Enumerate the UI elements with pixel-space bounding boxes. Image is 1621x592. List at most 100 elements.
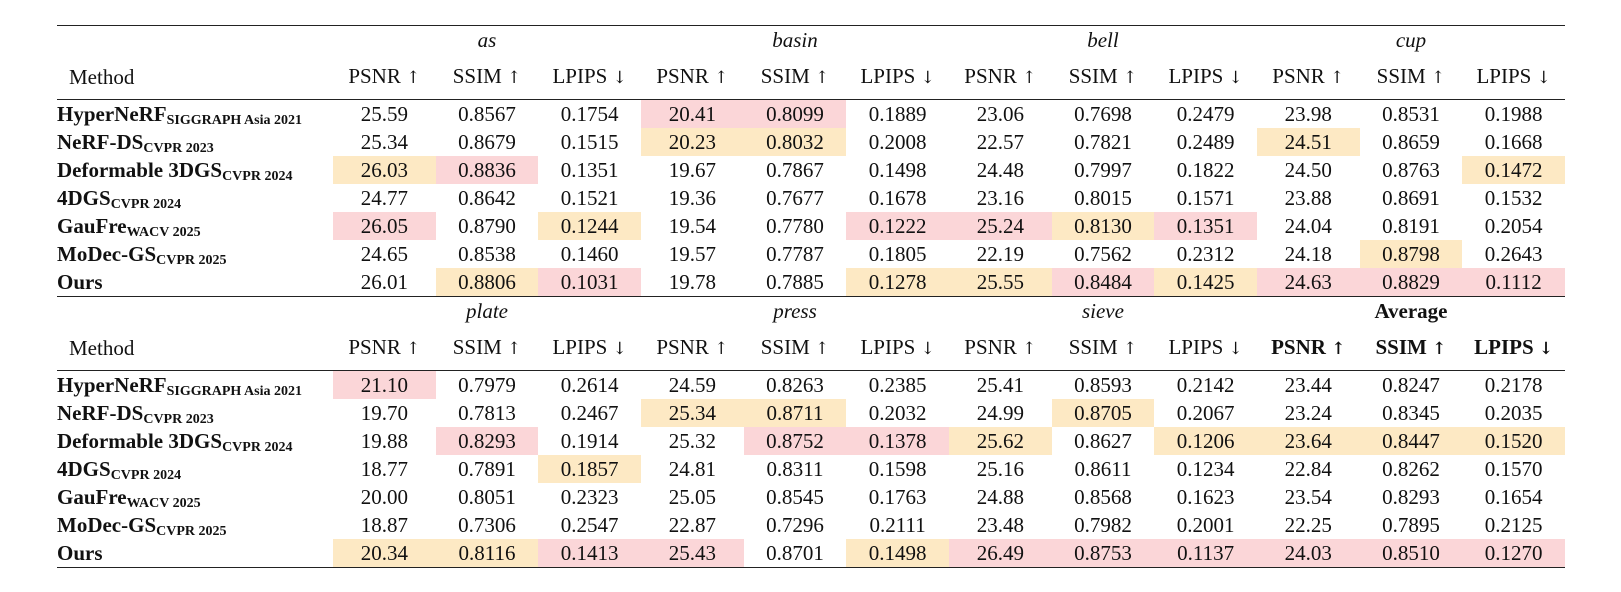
value-cell: 23.16: [976, 186, 1024, 210]
value-cell: 0.1822: [1176, 158, 1235, 182]
value-cell: 0.1754: [560, 102, 619, 126]
metric-header: PSNR ↑: [641, 326, 744, 371]
value-cell: 0.8531: [1382, 102, 1440, 126]
value-cell: 23.64: [1256, 427, 1360, 455]
value-cell: 0.1763: [868, 485, 927, 509]
value-cell: 19.36: [668, 186, 716, 210]
value-cell: 0.1425: [1154, 268, 1257, 297]
value-cell: 0.7698: [1074, 102, 1132, 126]
value-cell: 0.8191: [1382, 214, 1440, 238]
value-cell: 0.8263: [766, 373, 824, 397]
value-cell: 24.99: [976, 401, 1024, 425]
metric-name: SSIM: [1068, 64, 1118, 88]
method-name-cell: NeRF-DSCVPR 2023: [57, 399, 333, 427]
arrow-up-icon: ↑: [1022, 68, 1037, 88]
scene-header: Average: [1374, 299, 1448, 323]
value-cell: 24.81: [668, 457, 716, 481]
value-cell: 0.7296: [766, 513, 824, 537]
metric-name: PSNR: [964, 335, 1017, 359]
table-row: 4DGSCVPR 2024 18.77 0.7891 0.1857 24.81 0.831…: [57, 455, 1565, 483]
metric-header: PSNR ↑: [333, 326, 436, 371]
arrow-up-icon: ↑: [1331, 339, 1346, 359]
method-name-cell: Deformable 3DGSCVPR 2024: [57, 427, 333, 455]
value-cell: 0.8701: [743, 539, 847, 568]
value-cell: 0.1532: [1484, 186, 1543, 210]
value-cell: 0.8659: [1382, 130, 1440, 154]
value-cell: 0.8311: [766, 457, 824, 481]
table-row: Ours 26.01 0.8806 0.1031 19.78 0.7885 0.1278 25…: [57, 268, 1565, 297]
value-cell: 0.1378: [846, 427, 949, 455]
value-cell: 24.63: [1256, 268, 1360, 297]
table-row: NeRF-DSCVPR 2023 19.70 0.7813 0.2467 25.34 0.…: [57, 399, 1565, 427]
value-cell: 25.43: [641, 539, 744, 568]
value-cell: 0.1351: [1154, 212, 1257, 240]
value-cell: 0.8510: [1359, 539, 1463, 568]
value-cell: 0.2547: [560, 513, 619, 537]
value-cell: 20.23: [641, 128, 744, 156]
value-cell: 24.03: [1256, 539, 1360, 568]
scene-header: sieve: [1081, 299, 1124, 323]
metric-header: LPIPS ↓: [1154, 326, 1257, 371]
arrow-down-icon: ↓: [1536, 68, 1551, 88]
value-cell: 0.1623: [1176, 485, 1235, 509]
metric-header: SSIM ↑: [743, 55, 847, 100]
method-name-cell: GauFreWACV 2025: [57, 212, 333, 240]
value-cell: 18.77: [360, 457, 408, 481]
method-name-cell: HyperNeRFSIGGRAPH Asia 2021: [57, 371, 333, 400]
value-cell: 0.8293: [1382, 485, 1440, 509]
value-cell: 25.05: [668, 485, 716, 509]
value-cell: 0.2032: [868, 401, 927, 425]
value-cell: 22.57: [976, 130, 1024, 154]
scene-header-row: plate press sieve Average: [57, 297, 1565, 327]
value-cell: 0.7997: [1074, 158, 1132, 182]
table-row: GauFreWACV 2025 26.05 0.8790 0.1244 19.54 0.7…: [57, 212, 1565, 240]
scene-header: press: [773, 299, 817, 323]
value-cell: 0.8829: [1359, 268, 1463, 297]
value-cell: 0.1460: [560, 242, 619, 266]
value-cell: 0.1031: [538, 268, 642, 297]
method-name-cell: MoDec-GSCVPR 2025: [57, 511, 333, 539]
value-cell: 0.7813: [458, 401, 516, 425]
value-cell: 0.8447: [1359, 427, 1463, 455]
metric-header: PSNR ↑: [1256, 326, 1360, 371]
value-cell: 0.8545: [766, 485, 824, 509]
results-table-container: as basin bell cup Method PSNR ↑ SSIM ↑ LPIPS ↓ P…: [57, 25, 1565, 568]
method-name: Ours: [57, 270, 103, 294]
table-row: NeRF-DSCVPR 2023 25.34 0.8679 0.1515 20.23 0.…: [57, 128, 1565, 156]
value-cell: 23.06: [976, 102, 1024, 126]
table-row: MoDec-GSCVPR 2025 18.87 0.7306 0.2547 22.87 0…: [57, 511, 1565, 539]
value-cell: 19.67: [668, 158, 716, 182]
value-cell: 21.10: [333, 370, 436, 399]
metric-name: SSIM: [760, 335, 810, 359]
metric-header: LPIPS ↓: [846, 55, 949, 100]
method-venue: CVPR 2025: [156, 253, 227, 268]
value-cell: 0.8798: [1359, 240, 1463, 268]
value-cell: 0.8752: [743, 427, 847, 455]
scene-header: bell: [948, 25, 1257, 55]
metric-header: LPIPS ↓: [1154, 55, 1257, 100]
metric-header: PSNR ↑: [948, 55, 1052, 100]
metric-name: LPIPS: [860, 335, 916, 359]
method-venue: CVPR 2024: [110, 468, 182, 483]
metric-name: SSIM: [452, 64, 502, 88]
value-cell: 0.2479: [1176, 102, 1235, 126]
value-cell: 19.57: [668, 242, 716, 266]
arrow-down-icon: ↓: [612, 339, 627, 359]
value-cell: 0.7867: [766, 158, 824, 182]
value-cell: 0.8836: [435, 156, 539, 184]
method-venue: WACV 2025: [126, 496, 201, 511]
value-cell: 0.1570: [1484, 457, 1543, 481]
method-name-cell: 4DGSCVPR 2024: [57, 184, 333, 212]
value-cell: 0.8611: [1074, 457, 1132, 481]
method-venue: SIGGRAPH Asia 2021: [166, 384, 302, 399]
value-cell: 0.7979: [458, 373, 516, 397]
value-cell: 0.1498: [846, 539, 949, 568]
method-name-cell: Ours: [57, 268, 334, 297]
value-cell: 0.8345: [1382, 401, 1440, 425]
value-cell: 0.2643: [1484, 242, 1543, 266]
metric-name: PSNR: [1272, 64, 1325, 88]
value-cell: 0.1206: [1154, 427, 1257, 455]
value-cell: 0.2125: [1484, 513, 1543, 537]
value-cell: 0.1278: [846, 268, 949, 297]
value-cell: 0.8627: [1074, 429, 1132, 453]
